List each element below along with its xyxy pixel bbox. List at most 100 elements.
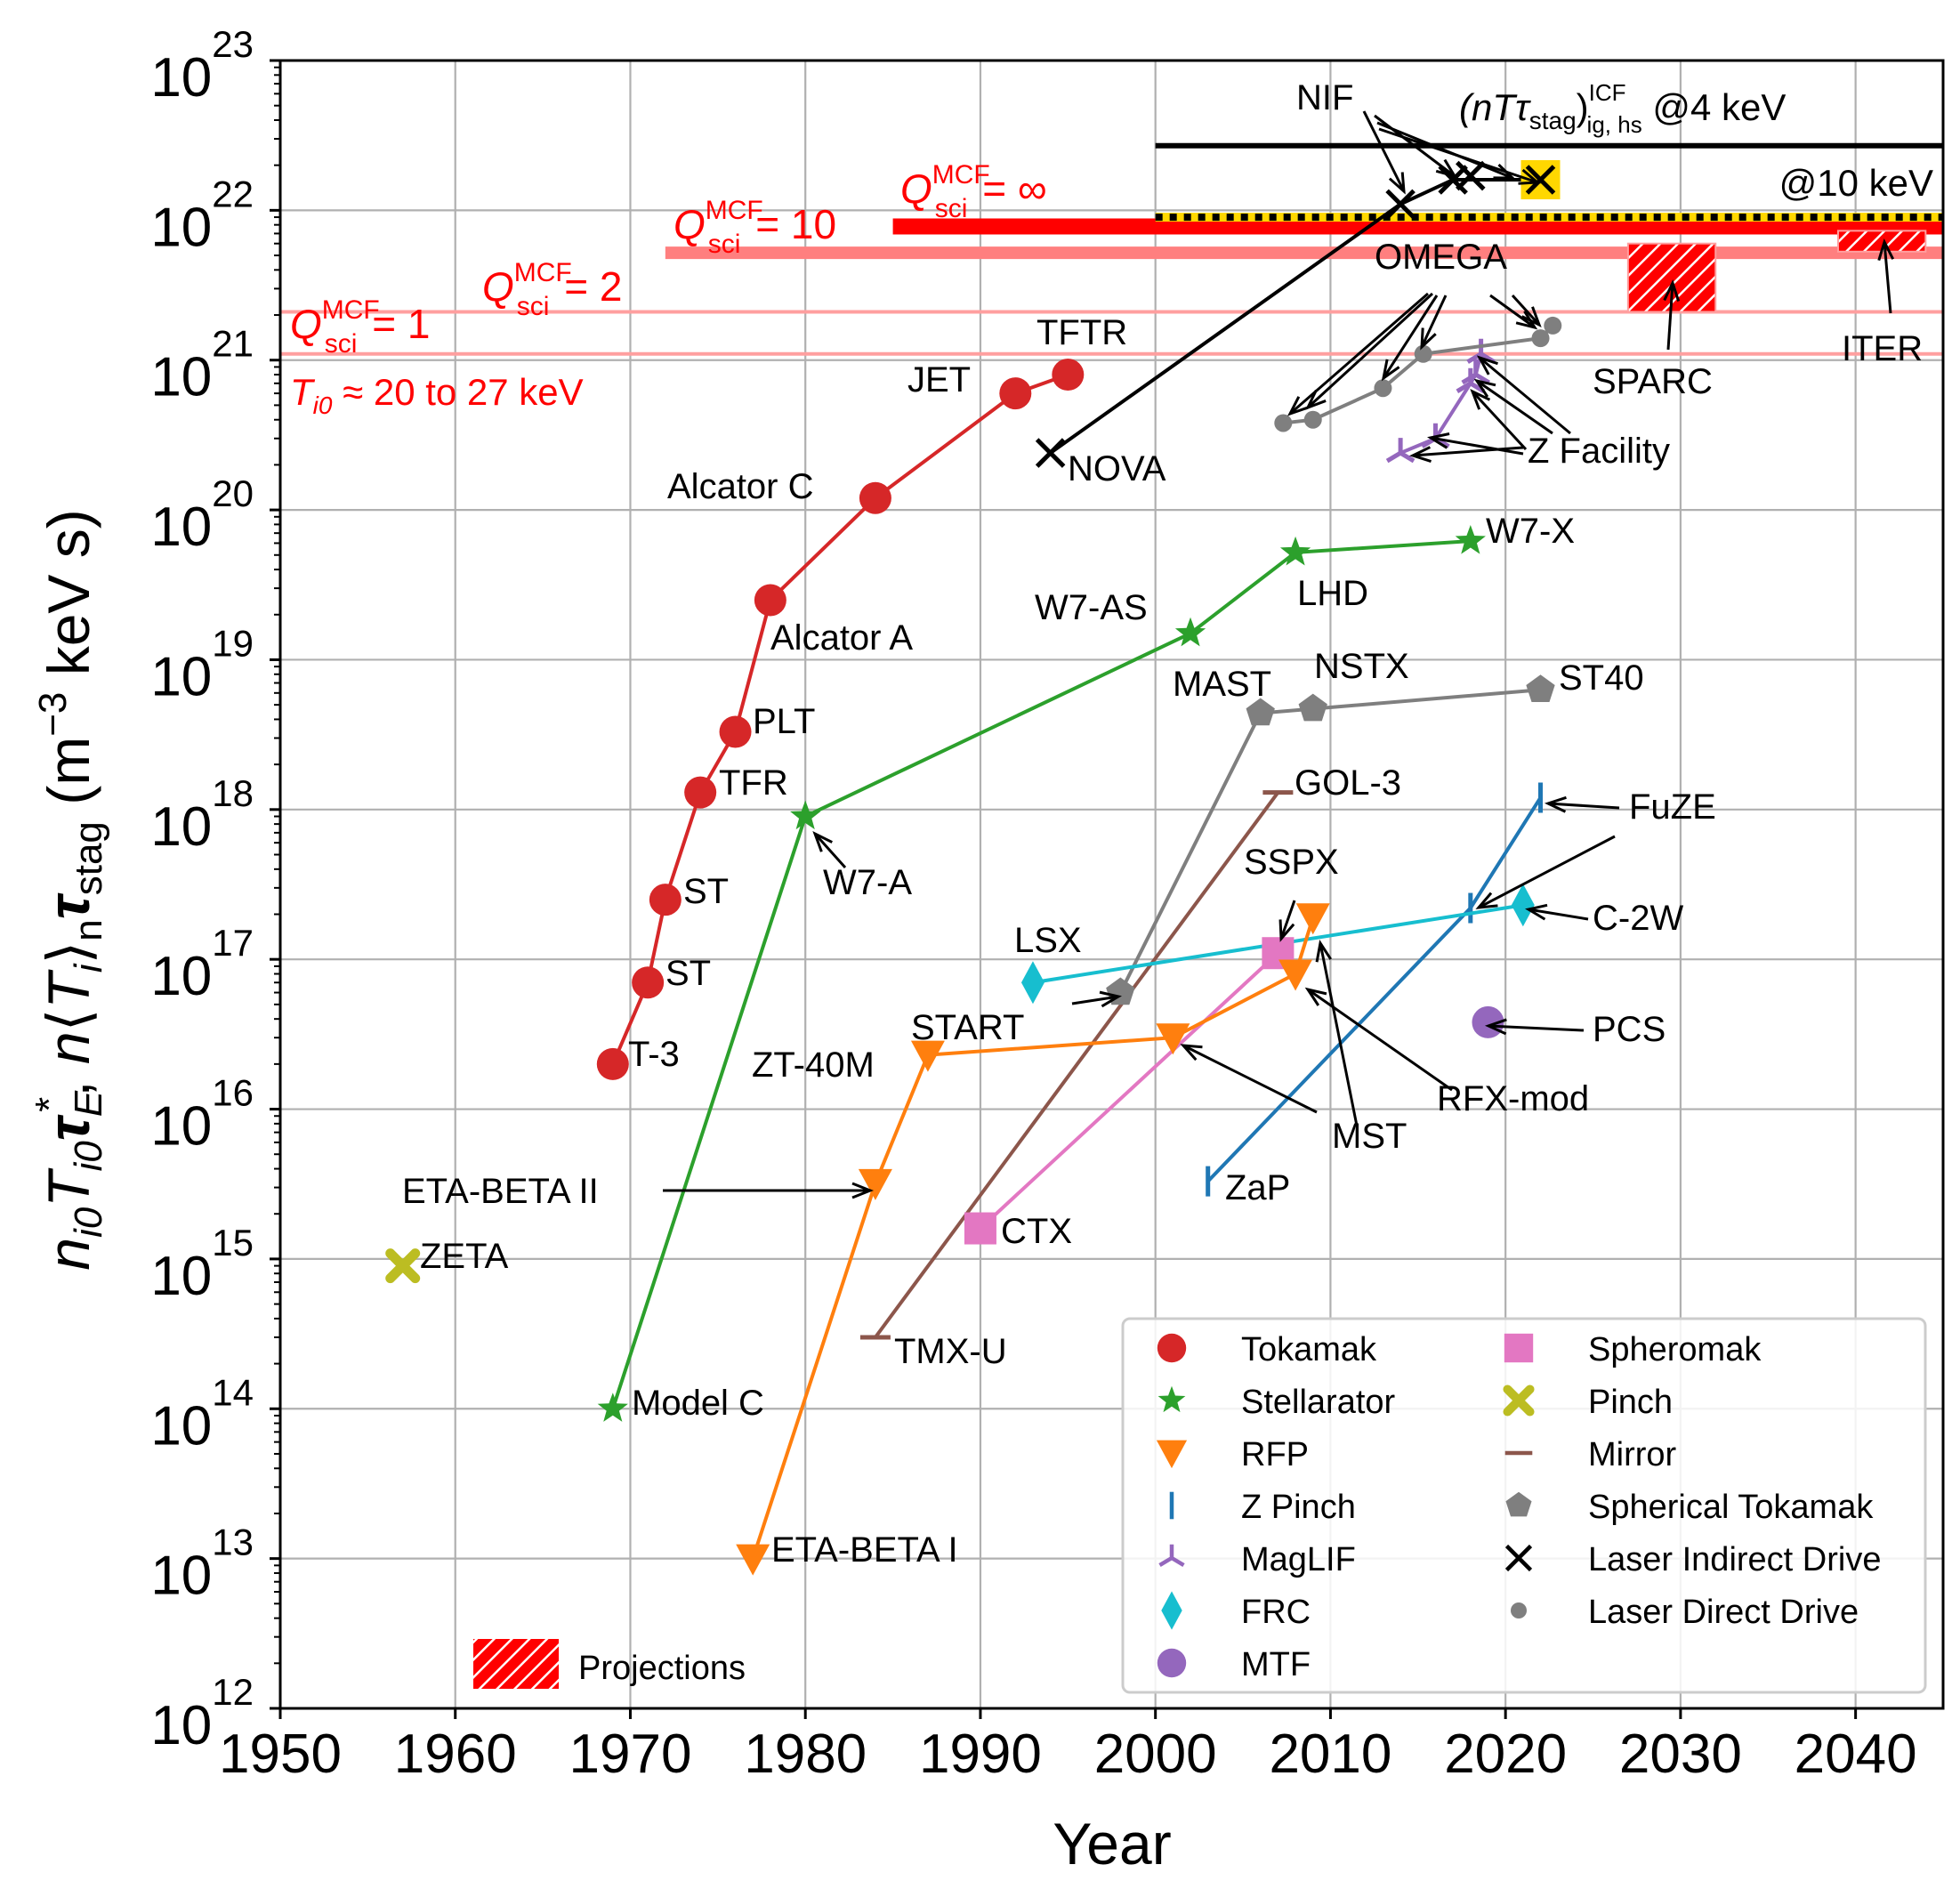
arrow-line [1528, 908, 1589, 921]
point-label: ZETA [420, 1237, 509, 1276]
legend-projections-label: Projections [578, 1650, 746, 1687]
x-tick-label: 1990 [919, 1723, 1042, 1785]
point-label: OMEGA [1375, 238, 1507, 277]
arrow-head [1663, 278, 1681, 302]
arrow-head [851, 1182, 875, 1199]
legend-marker [1157, 1333, 1187, 1363]
data-point [1461, 359, 1490, 385]
series-line [1118, 688, 1541, 994]
arrow-line [1478, 835, 1616, 909]
legend-label: MTF [1241, 1646, 1311, 1683]
data-point [1156, 1023, 1190, 1055]
data-point [1385, 189, 1416, 220]
y-tick-label: 1017 [150, 922, 254, 1007]
arrow-line [1182, 1044, 1318, 1114]
legend-label: RFP [1241, 1436, 1309, 1473]
legend-marker [1161, 1591, 1182, 1630]
arrow-head [1525, 903, 1548, 921]
arrow-line [1430, 436, 1524, 456]
data-point [1035, 438, 1066, 468]
point-label: Alcator A [770, 618, 913, 658]
point-label: ETA-BETA II [402, 1172, 599, 1211]
arrow-head [1435, 158, 1458, 179]
legend-label: Z Pinch [1241, 1489, 1356, 1526]
point-label: MAST [1173, 665, 1271, 704]
legend-marker [1158, 1544, 1185, 1568]
arrow-head [1287, 396, 1309, 416]
legend-marker [1504, 1333, 1534, 1363]
arrow-head [1493, 163, 1516, 180]
point-label: FuZE [1629, 787, 1716, 827]
arrow-head [1315, 940, 1333, 963]
annotations: T-3 ST ST TFR PLT Alcator A Alcator C JET TFTR Mo… [290, 78, 1933, 1570]
arrow-head [1470, 389, 1491, 410]
data-point [736, 1544, 770, 1576]
arrow-head [812, 830, 833, 852]
legend-marker [1503, 1384, 1535, 1417]
data-point [1295, 903, 1330, 935]
point-label: NOVA [1068, 449, 1166, 488]
arrow-head [1515, 311, 1538, 330]
series-laser-direct-drive [1274, 316, 1562, 432]
arrow-line [1479, 356, 1571, 435]
arrow-line [1306, 292, 1434, 409]
data-point [1385, 438, 1416, 464]
y-tick-label: 1023 [150, 23, 254, 109]
x-tick-label: 2040 [1795, 1723, 1917, 1785]
point-label: NIF [1296, 78, 1353, 117]
data-point [596, 1047, 629, 1080]
arrow-line [1071, 995, 1119, 1005]
y-tick-label: 1019 [150, 622, 254, 707]
series-stellarator [597, 525, 1486, 1422]
point-label: ZaP [1225, 1168, 1290, 1207]
arrow-line [1666, 282, 1674, 351]
point-label: LSX [1014, 921, 1082, 960]
data-point [910, 1040, 945, 1072]
series-spheromak [964, 937, 1295, 1245]
arrow-line [1511, 294, 1541, 327]
legend-marker [1156, 1440, 1188, 1469]
point-label: Z Facility [1528, 432, 1670, 471]
y-tick-label: 1020 [150, 472, 254, 558]
point-label: W7-X [1486, 512, 1575, 551]
y-tick-label: 1016 [150, 1072, 254, 1158]
icf-10kev-label: @10 keV [1779, 162, 1933, 204]
qsci-label: QMCF sci = 1 [290, 295, 430, 359]
data-point [1278, 959, 1313, 991]
data-point [1438, 165, 1468, 195]
point-label: T-3 [628, 1035, 680, 1074]
data-point [1414, 344, 1432, 363]
series-line [1283, 324, 1554, 425]
point-label: JET [907, 360, 971, 400]
data-point [1174, 617, 1206, 647]
data-point [1020, 961, 1045, 1005]
arrow-head [1877, 238, 1895, 262]
data-point [1526, 674, 1555, 702]
ti-note: Ti0 ≈ 20 to 27 keV [290, 371, 584, 419]
arrow-head [1475, 892, 1498, 909]
legend-marker [1504, 1544, 1533, 1572]
arrow-line [1412, 446, 1524, 457]
point-label: TFR [719, 763, 788, 803]
x-tick-label: 1960 [394, 1723, 517, 1785]
point-label: TFTR [1036, 313, 1127, 352]
arrow-head [1278, 919, 1295, 942]
y-tick-label: 1013 [150, 1522, 254, 1607]
data-point [1374, 379, 1392, 398]
arrow-head [1518, 168, 1541, 185]
arrow-line [813, 832, 847, 869]
data-point [1531, 329, 1550, 348]
legend-label: Spheromak [1588, 1331, 1762, 1368]
point-label: GOL-3 [1295, 763, 1401, 803]
legend-label: FRC [1241, 1594, 1311, 1631]
x-tick-label: 1950 [219, 1723, 342, 1785]
series-line [874, 791, 1280, 1339]
x-tick-label: 2020 [1444, 1723, 1567, 1785]
qsci-label: QMCF sci = 2 [482, 258, 622, 321]
y-tick-label: 1021 [150, 323, 254, 408]
data-point [1511, 884, 1535, 927]
y-tick-label: 1022 [150, 173, 254, 258]
y-tick-label: 1014 [150, 1371, 254, 1457]
icf-4kev-label: (nTτstag)ICF ig, hs @4 keV [1459, 79, 1786, 138]
